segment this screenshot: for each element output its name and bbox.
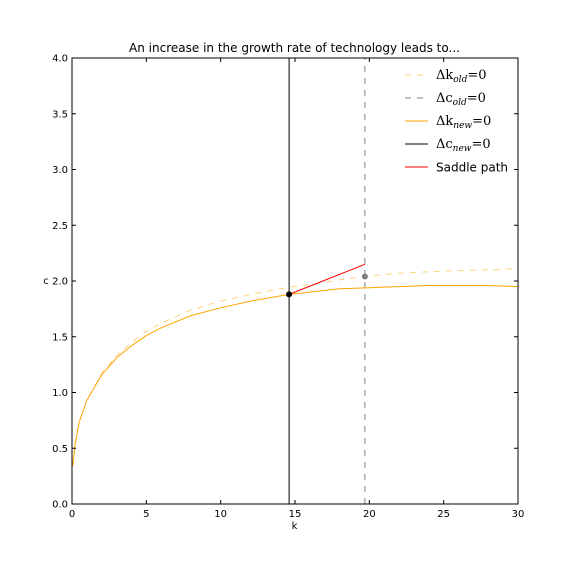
y-tick-label: 0.0 [52,500,68,511]
y-tick-label: 0.5 [52,444,68,455]
y-tick-label: 1.5 [52,332,68,343]
new-ss-point [286,291,293,298]
x-tick-label: 10 [214,509,227,520]
x-axis-label: k [292,521,298,532]
series-line-dk-new [72,285,518,467]
axes: 0 5 10 15 20 25 30 0.0 0.5 1.0 1.5 2.0 2.5 3.0 3.5 4.0 [52,54,524,521]
legend-label-dc-new: Δcnew=0 [436,137,491,154]
legend-label-dc-old: Δcold=0 [436,91,486,108]
x-tick-label: 25 [437,509,450,520]
y-axis-label: c [43,276,49,287]
x-tick-label: 5 [143,509,149,520]
plot-area [72,58,518,504]
y-tick-label: 2.0 [52,277,68,288]
chart-title: An increase in the growth rate of techno… [129,41,460,55]
y-tick-label: 4.0 [52,54,68,65]
legend-label-dk-old: Δkold=0 [436,68,487,85]
y-tick-label: 2.5 [52,221,68,232]
y-tick-label: 3.0 [52,165,68,176]
x-tick-label: 20 [363,509,376,520]
series-line-saddle [288,263,366,295]
old-ss-point [361,273,368,280]
y-tick-label: 3.5 [52,109,68,120]
legend-label-dk-new: Δknew=0 [436,114,491,131]
legend-label-saddle: Saddle path [436,161,508,175]
x-tick-label: 30 [512,509,525,520]
plot-series-group [72,58,518,504]
x-tick-label: 0 [69,509,75,520]
legend: Δkold=0 Δcold=0 Δknew=0 Δcnew=0 Saddle path [405,68,508,175]
y-tick-label: 1.0 [52,388,68,399]
x-tick-label: 15 [289,509,302,520]
